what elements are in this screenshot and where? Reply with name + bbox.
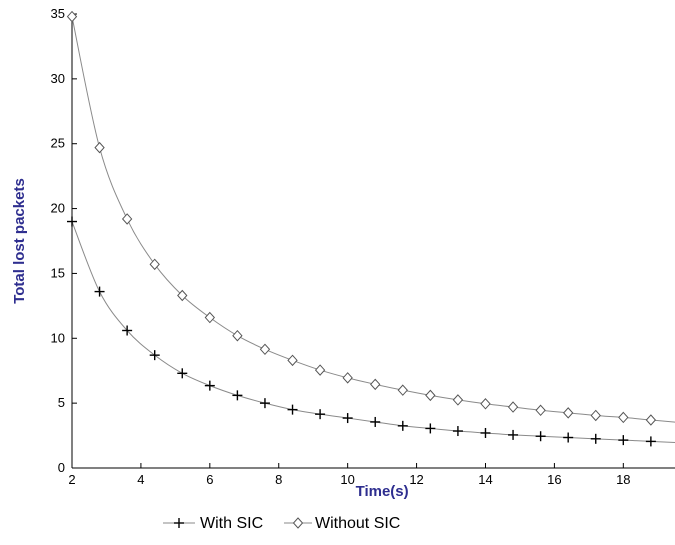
data-point-plus [370,417,380,427]
legend-label-without-sic: Without SIC [315,515,400,532]
x-tick-label: 14 [478,472,492,487]
x-tick-label: 16 [547,472,561,487]
data-point-diamond [646,415,655,425]
data-point-plus [425,423,435,433]
y-tick-label: 30 [51,71,65,86]
data-point-diamond [343,373,352,383]
y-tick-label: 35 [51,6,65,21]
series-with-sic [67,217,675,447]
data-point-plus [67,217,77,227]
data-point-diamond [536,405,545,415]
data-point-plus [315,409,325,419]
y-tick-label: 25 [51,136,65,151]
x-tick-label: 6 [206,472,213,487]
y-tick-label: 15 [51,265,65,280]
data-point-diamond [316,365,325,375]
data-point-diamond [95,143,104,153]
ticks: 0 5 10 15 20 25 30 35 2 4 6 8 10 12 14 16 18 [51,6,631,487]
legend-plus-glyph [174,518,184,528]
data-point-diamond [426,390,435,400]
data-point-diamond [481,399,490,409]
legend-item-with-sic: With SIC [163,515,263,532]
data-point-diamond [260,344,269,354]
y-axis-title: Total lost packets [11,178,28,304]
data-point-plus [95,287,105,297]
axes [72,14,675,468]
series-line [72,222,675,443]
data-point-diamond [564,408,573,418]
y-tick-label: 0 [58,460,65,475]
data-point-diamond [619,412,628,422]
data-point-diamond [288,355,297,365]
data-point-diamond [398,385,407,395]
data-point-plus [232,390,242,400]
legend-label-with-sic: With SIC [200,515,263,532]
data-point-plus [563,433,573,443]
data-point-diamond [68,12,77,22]
legend: With SIC Without SIC [163,515,400,532]
data-point-plus [646,436,656,446]
data-point-plus [508,430,518,440]
x-tick-label: 10 [340,472,354,487]
data-point-plus [618,435,628,445]
data-point-diamond [371,379,380,389]
legend-item-without-sic: Without SIC [284,515,400,532]
data-point-diamond [123,214,132,224]
x-tick-label: 12 [409,472,423,487]
x-tick-label: 4 [137,472,144,487]
data-point-plus [288,405,298,415]
y-tick-label: 5 [58,395,65,410]
data-point-plus [536,431,546,441]
x-axis-title: Time(s) [356,483,409,500]
y-tick-label: 10 [51,330,65,345]
data-point-plus [150,350,160,360]
data-point-plus [453,426,463,436]
data-point-plus [260,398,270,408]
data-point-plus [480,428,490,438]
legend-diamond-glyph [294,518,303,528]
data-point-diamond [591,410,600,420]
legend-marker-diamond-icon [294,518,303,528]
y-tick-label: 20 [51,201,65,216]
data-point-plus [177,368,187,378]
series-without-sic [68,12,675,425]
data-point-diamond [453,395,462,405]
data-point-plus [591,434,601,444]
data-point-plus [205,381,215,391]
data-point-diamond [233,331,242,341]
legend-marker-plus-icon [174,518,184,528]
x-tick-label: 18 [616,472,630,487]
data-point-diamond [509,402,518,412]
data-point-plus [343,413,353,423]
x-tick-label: 2 [68,472,75,487]
series [67,12,675,447]
data-point-diamond [205,313,214,323]
x-tick-label: 8 [275,472,282,487]
data-point-plus [398,421,408,431]
